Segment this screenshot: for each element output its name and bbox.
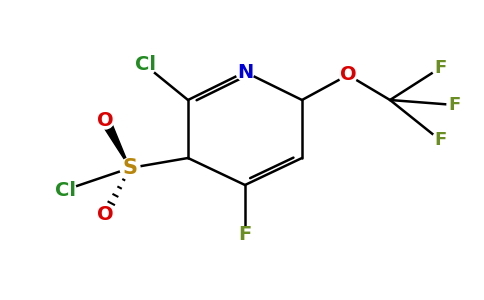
Circle shape: [237, 227, 253, 243]
Text: F: F: [434, 131, 446, 149]
Circle shape: [96, 111, 114, 129]
Circle shape: [54, 179, 76, 201]
Circle shape: [236, 63, 254, 81]
Circle shape: [120, 158, 140, 178]
Text: F: F: [449, 96, 461, 114]
Text: O: O: [97, 110, 113, 130]
Circle shape: [432, 132, 448, 148]
Text: Cl: Cl: [135, 56, 155, 74]
Text: O: O: [97, 206, 113, 224]
Text: Cl: Cl: [55, 181, 76, 200]
Text: F: F: [239, 226, 252, 244]
Text: S: S: [122, 158, 137, 178]
Circle shape: [432, 60, 448, 76]
Circle shape: [134, 54, 156, 76]
Circle shape: [339, 66, 357, 84]
Circle shape: [96, 206, 114, 224]
Text: N: N: [237, 62, 253, 82]
Polygon shape: [101, 118, 130, 168]
Text: O: O: [340, 65, 356, 85]
Circle shape: [447, 97, 463, 113]
Text: F: F: [434, 59, 446, 77]
